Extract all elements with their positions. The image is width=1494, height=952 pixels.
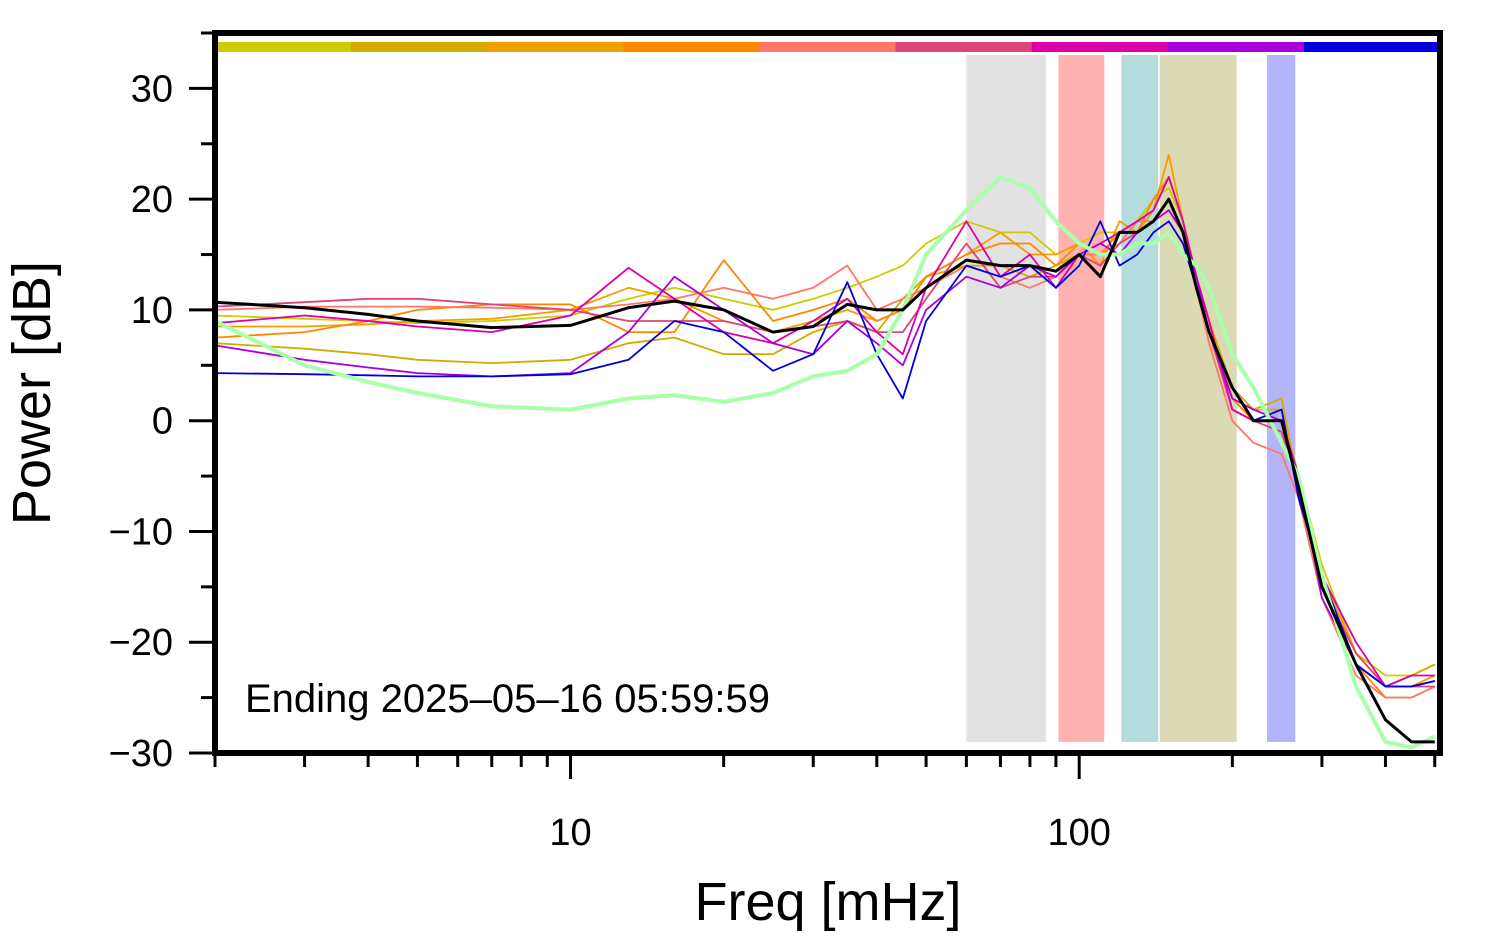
series-line — [215, 187, 1436, 677]
lines — [215, 153, 1436, 750]
strip-segment — [623, 42, 760, 52]
strip-segment — [1303, 42, 1441, 52]
annotation: Ending 2025–05–16 05:59:59 — [245, 677, 770, 721]
y-tick-label: 0 — [152, 401, 173, 443]
strip-segment — [487, 42, 624, 52]
series-line — [215, 198, 1435, 688]
series-line — [215, 220, 1436, 688]
y-tick-label: 10 — [131, 290, 173, 332]
x-tick-label: 10 — [549, 812, 591, 854]
x-axis-label: Freq [mHz] — [694, 872, 961, 932]
series-line — [215, 176, 1436, 688]
strip-segment — [351, 42, 488, 52]
y-axis-label: Power [dB] — [2, 261, 62, 525]
y-tick-label: −20 — [109, 622, 173, 664]
y-tick-label: −10 — [109, 511, 173, 553]
series-line — [215, 209, 1436, 699]
series-line — [215, 175, 1436, 750]
y-tick-label: 30 — [131, 68, 173, 110]
strip-segment — [215, 42, 352, 52]
series-line — [215, 209, 1436, 688]
y-tick-label: 20 — [131, 179, 173, 221]
band — [1121, 55, 1159, 742]
band — [966, 55, 1046, 742]
strip-segment — [895, 42, 1033, 52]
bands — [966, 55, 1296, 742]
color-strip — [215, 42, 1441, 52]
strip-segment — [1167, 42, 1305, 52]
axes: −30 −20 −10 0 10 20 30 10 100 — [109, 31, 1437, 854]
y-tick-label: −30 — [109, 733, 173, 775]
series-line — [215, 176, 1436, 699]
band — [1058, 55, 1105, 742]
strip-segment — [1031, 42, 1169, 52]
plot-frame — [212, 30, 1443, 756]
series-line — [215, 176, 1435, 688]
strip-segment — [759, 42, 897, 52]
series-line — [215, 197, 1435, 744]
x-tick-label: 100 — [1048, 812, 1111, 854]
